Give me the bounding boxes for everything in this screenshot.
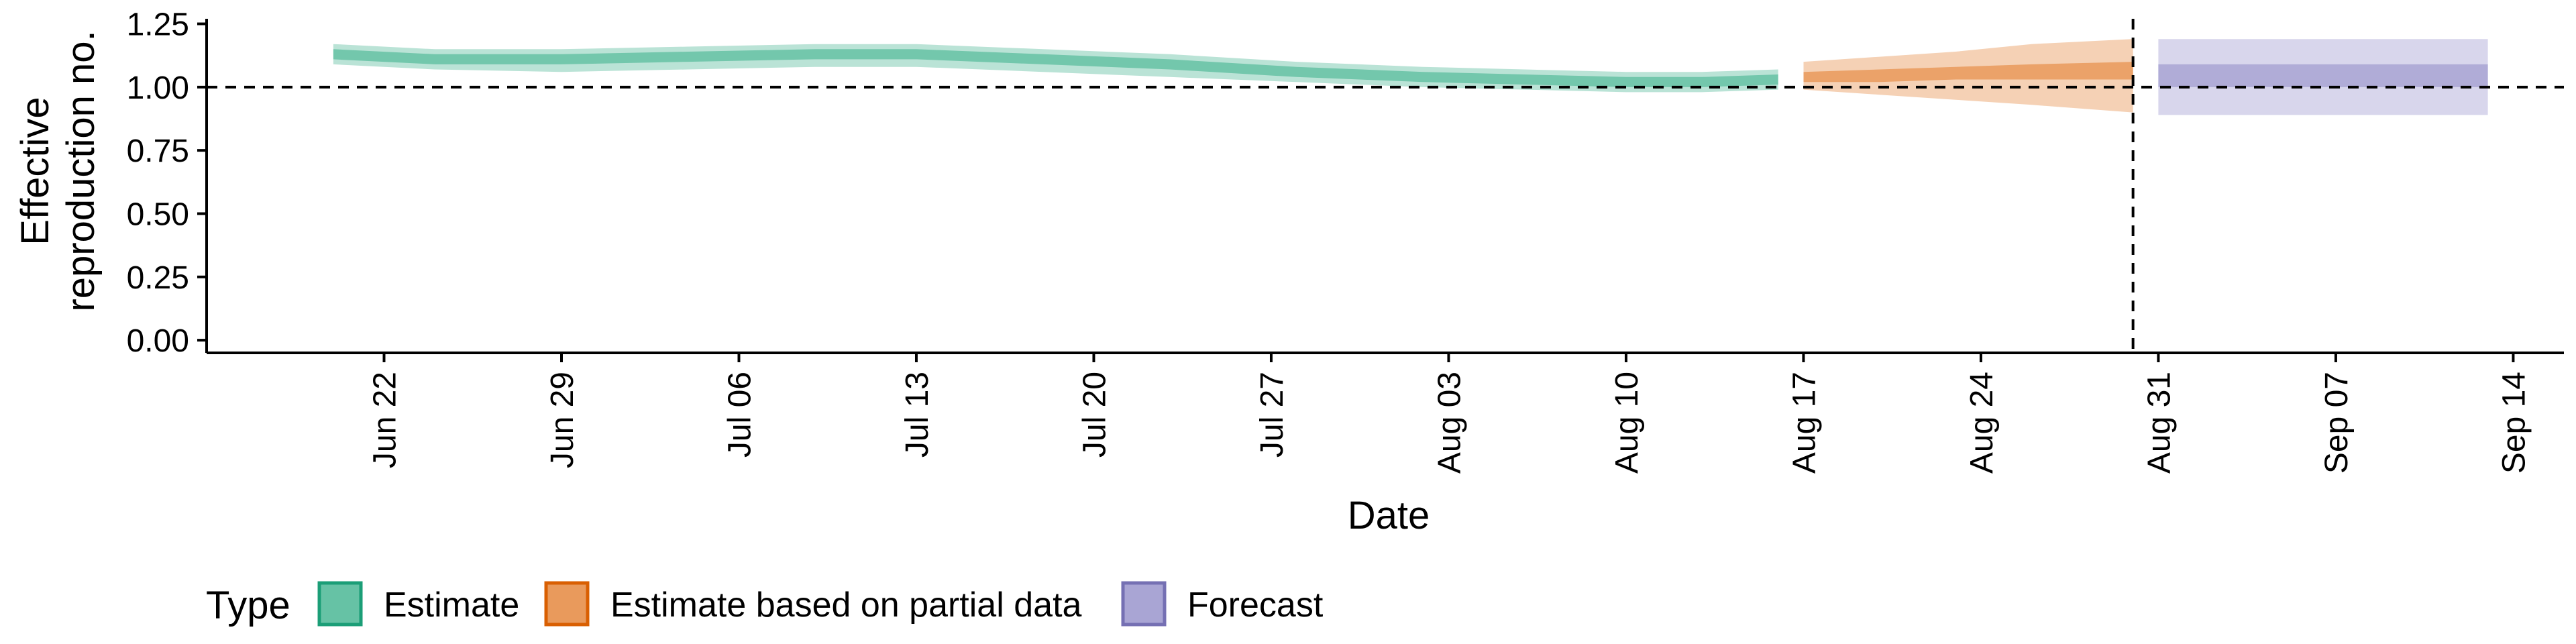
legend-key-forecast	[1121, 581, 1167, 627]
ribbon-inner-series-1	[1803, 62, 2133, 83]
x-tick-label-1: Jun 29	[545, 372, 580, 468]
x-tick-label-4: Jul 20	[1077, 372, 1113, 458]
legend-label-partial: Estimate based on partial data	[610, 586, 1082, 625]
x-tick-label-6: Aug 03	[1432, 372, 1468, 474]
ribbon-inner-series-2	[2158, 64, 2488, 87]
y-axis-title-line-2: reproduction no.	[59, 30, 103, 311]
y-tick-label-4: 1.00	[127, 70, 189, 106]
plot-area: 0.00 0.25 0.50 0.75 1.00 1.25 Jun 22 Jun 29 Jul …	[127, 7, 2564, 474]
x-tick-label-3: Jul 13	[900, 372, 935, 458]
legend-label-forecast: Forecast	[1187, 586, 1324, 625]
x-tick-label-11: Sep 07	[2319, 372, 2355, 474]
y-axis-title-line-1: Effective	[13, 97, 57, 245]
legend: Type Estimate Estimate based on partial …	[206, 581, 1324, 627]
y-tick-label-3: 0.75	[127, 133, 189, 169]
legend-key-estimate	[317, 581, 363, 627]
x-tick-label-10: Aug 31	[2141, 372, 2177, 474]
legend-key-partial	[544, 581, 590, 627]
y-tick-label-0: 0.00	[127, 323, 189, 359]
x-tick-label-7: Aug 10	[1609, 372, 1645, 474]
x-tick-label-8: Aug 17	[1787, 372, 1823, 474]
ribbon-inner-series-0	[333, 49, 1778, 87]
x-tick-label-12: Sep 14	[2496, 372, 2532, 474]
legend-title: Type	[206, 584, 290, 627]
y-tick-label-2: 0.50	[127, 197, 189, 233]
x-axis-title: Date	[1348, 494, 1430, 537]
x-tick-label-5: Jul 27	[1254, 372, 1290, 458]
x-tick-label-2: Jul 06	[722, 372, 758, 458]
legend-label-estimate: Estimate	[384, 586, 519, 625]
y-axis-title: Effective reproduction no.	[13, 30, 103, 311]
y-tick-label-5: 1.25	[127, 7, 189, 43]
x-tick-label-9: Aug 24	[1964, 372, 2000, 474]
x-tick-label-0: Jun 22	[368, 372, 403, 468]
y-tick-label-1: 0.25	[127, 260, 189, 296]
